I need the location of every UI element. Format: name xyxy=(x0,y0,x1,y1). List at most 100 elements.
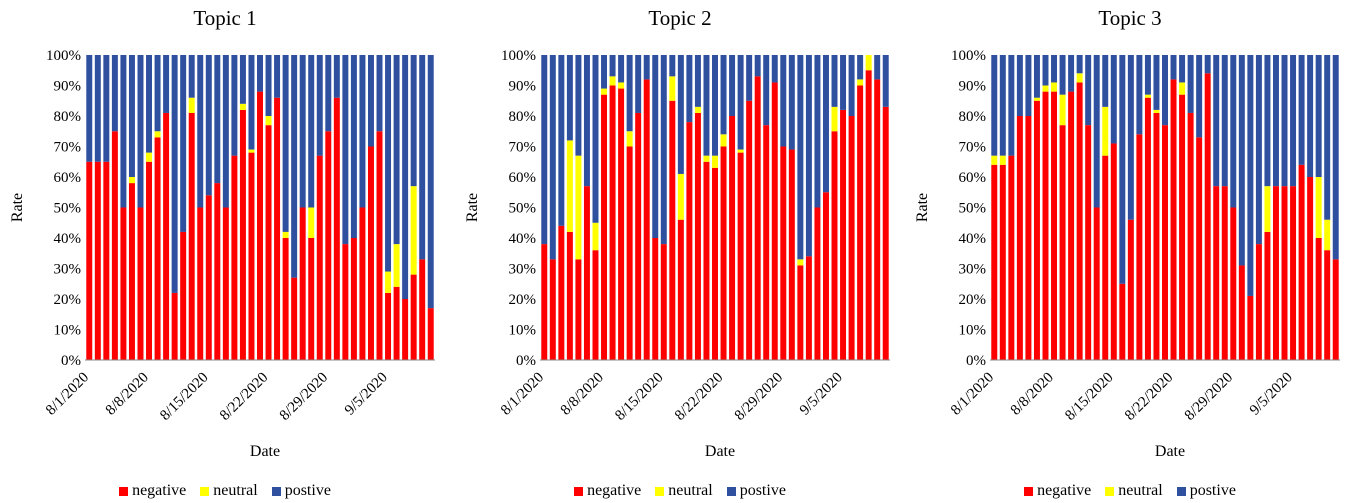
bar-segment xyxy=(214,55,221,184)
bar-segment xyxy=(1042,91,1049,360)
bar-segment xyxy=(703,155,710,162)
bar-segment xyxy=(1119,55,1126,284)
bar-segment xyxy=(163,112,170,360)
bar-segment xyxy=(805,55,812,257)
bar-segment xyxy=(771,82,778,360)
x-tick-label: 9/5/2020 xyxy=(342,370,391,419)
legend-item-postive: postive xyxy=(271,482,331,500)
y-tick-label: 70% xyxy=(509,140,537,156)
bar-segment xyxy=(1187,112,1194,360)
bar-segment xyxy=(626,55,633,132)
bar-segment xyxy=(1127,219,1134,360)
bar-segment xyxy=(991,164,998,360)
bar-segment xyxy=(163,55,170,113)
bar-segment xyxy=(686,55,693,123)
bar-segment xyxy=(1213,55,1220,187)
bar-segment xyxy=(1153,109,1160,113)
bar-segment xyxy=(385,271,392,293)
bar-segment xyxy=(1025,55,1032,116)
bar-segment xyxy=(120,55,127,208)
bar-segment xyxy=(1162,55,1168,126)
chart-legend: negative neutral postive xyxy=(0,482,450,500)
chart-svg: 0% 10% 20% 30% 40% 50% 60% 70% 80% 90% 100% Rate 8/1… xyxy=(464,48,890,460)
bar-segment xyxy=(111,131,118,360)
bar-segment xyxy=(197,55,204,208)
bar-segment xyxy=(1179,82,1186,95)
bar-segment xyxy=(865,55,872,71)
legend-label-negative: negative xyxy=(132,482,187,499)
bar-segment xyxy=(1016,116,1023,360)
bar-segment xyxy=(1187,55,1194,113)
bar-segment xyxy=(188,112,195,360)
bar-segment xyxy=(1230,207,1237,360)
bar-segment xyxy=(274,55,281,98)
bar-segment xyxy=(146,161,153,360)
bar-segment xyxy=(1332,259,1339,360)
bar-segment xyxy=(350,55,357,238)
bar-segment xyxy=(865,70,872,360)
bar-segment xyxy=(1051,91,1058,360)
bar-segment xyxy=(814,207,821,360)
bar-segment xyxy=(1016,55,1023,116)
legend-item-postive: postive xyxy=(726,482,786,500)
bar-segment xyxy=(831,106,838,132)
bar-segment xyxy=(86,55,93,162)
bar-segment xyxy=(1093,207,1100,360)
bar-segment xyxy=(231,155,238,360)
bar-segment xyxy=(1170,79,1177,361)
bar-segment xyxy=(677,55,684,174)
bar-segment xyxy=(103,55,110,162)
legend-label-postive: postive xyxy=(284,482,331,499)
bar-segment xyxy=(222,207,229,360)
bar-segment xyxy=(652,55,659,238)
bar-segment xyxy=(1179,94,1186,361)
bar-segment xyxy=(797,55,804,260)
legend-swatch-negative xyxy=(574,486,584,496)
bar-segment xyxy=(874,79,881,361)
bar-segment xyxy=(1179,55,1186,83)
y-tick-label: 70% xyxy=(959,140,987,156)
bar-segment xyxy=(257,55,263,92)
bar-segment xyxy=(103,161,110,360)
bar-segment xyxy=(128,183,135,360)
bar-segment xyxy=(746,55,753,101)
bar-segment xyxy=(999,55,1006,156)
legend-label-neutral: neutral xyxy=(213,482,258,499)
y-tick-label: 60% xyxy=(509,170,537,186)
bar-segment xyxy=(1102,55,1109,107)
bar-segment xyxy=(1255,244,1262,360)
bar-segment xyxy=(171,292,178,360)
bar-segment xyxy=(359,207,366,360)
legend-label-negative: negative xyxy=(587,482,642,499)
bar-segment xyxy=(720,146,727,360)
bar-segment xyxy=(282,55,289,232)
bar-segment xyxy=(566,140,573,232)
chart-svg: 0% 10% 20% 30% 40% 50% 60% 70% 80% 90% 100% Rate 8/1… xyxy=(914,48,1340,460)
bar-segment xyxy=(686,122,693,360)
legend-item-postive: postive xyxy=(1176,482,1236,500)
bar-segment xyxy=(393,286,400,360)
bar-segment xyxy=(703,161,710,360)
y-tick-label: 50% xyxy=(509,201,537,217)
y-tick-label: 50% xyxy=(54,201,82,217)
chart-title: Topic 3 xyxy=(1098,6,1162,30)
bar-segment xyxy=(427,55,434,309)
bar-segment xyxy=(635,55,642,113)
bar-segment xyxy=(299,207,306,360)
bar-segment xyxy=(1144,94,1151,98)
bar-segment xyxy=(541,55,548,245)
bar-segment xyxy=(712,167,718,360)
bar-segment xyxy=(1221,55,1228,187)
bar-segment xyxy=(1033,55,1040,98)
x-axis-label: Date xyxy=(250,443,280,460)
bar-segment xyxy=(1281,186,1288,360)
bar-segment xyxy=(410,186,417,275)
bar-segment xyxy=(205,55,212,196)
bar-segment xyxy=(1110,143,1117,360)
bar-segment xyxy=(1042,55,1049,86)
x-tick-label: 8/15/2020 xyxy=(1062,370,1116,424)
bar-segment xyxy=(1264,55,1271,187)
bar-segment xyxy=(1230,55,1237,208)
bar-segment xyxy=(720,134,727,147)
bar-segment xyxy=(848,116,855,360)
